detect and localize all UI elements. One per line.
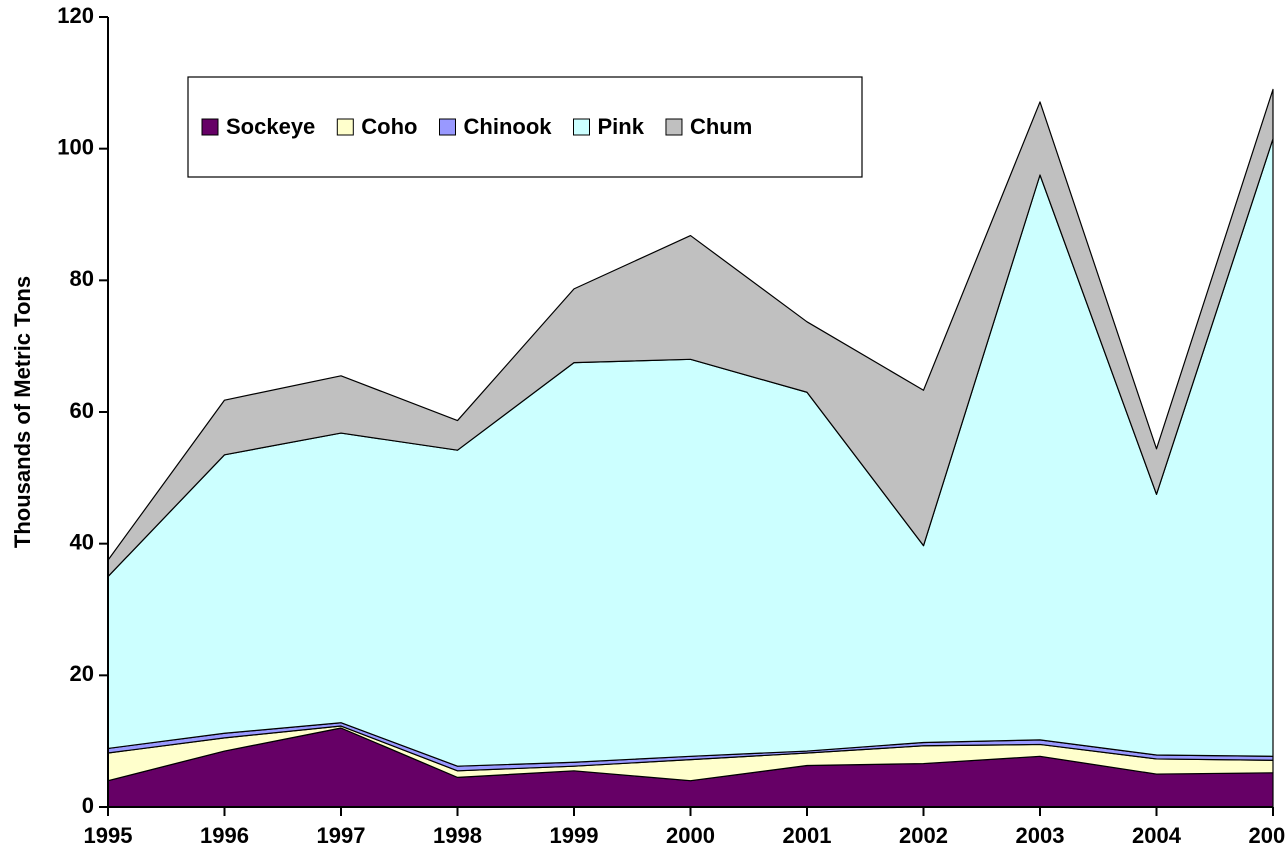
x-tick-label: 2003 xyxy=(1016,823,1065,848)
y-tick-label: 80 xyxy=(70,266,94,291)
area xyxy=(107,88,1274,578)
x-tick-label: 1998 xyxy=(433,823,482,848)
y-tick-label: 60 xyxy=(70,398,94,423)
legend-swatch xyxy=(439,118,456,136)
x-tick-label: 2005 xyxy=(1249,823,1286,848)
legend-label: Pink xyxy=(598,114,645,139)
legend-swatch xyxy=(665,118,683,136)
y-tick-label: 0 xyxy=(82,793,94,818)
y-tick-label: 120 xyxy=(57,3,94,28)
area xyxy=(107,138,1274,767)
x-tick-label: 2001 xyxy=(783,823,832,848)
y-tick-label: 100 xyxy=(57,134,94,159)
legend-label: Chinook xyxy=(464,114,553,139)
legend-swatch xyxy=(201,118,219,136)
x-tick-label: 2000 xyxy=(666,823,715,848)
x-tick-label: 1995 xyxy=(84,823,133,848)
legend: Sockeye Coho Chinook Pink Chum xyxy=(187,76,863,178)
y-axis-label: Thousands of Metric Tons xyxy=(10,276,35,548)
legend-swatch xyxy=(336,118,354,136)
legend-label: Chum xyxy=(690,114,752,139)
x-tick-label: 2002 xyxy=(899,823,948,848)
legend-box xyxy=(187,76,863,178)
y-tick-label: 40 xyxy=(70,529,94,554)
legend-label: Sockeye xyxy=(226,114,315,139)
legend-label: Coho xyxy=(361,114,417,139)
legend-swatch xyxy=(573,118,590,136)
y-tick-label: 20 xyxy=(70,661,94,686)
x-tick-label: 1997 xyxy=(317,823,366,848)
x-tick-label: 1999 xyxy=(550,823,599,848)
x-tick-label: 2004 xyxy=(1132,823,1182,848)
x-tick-label: 1996 xyxy=(200,823,249,848)
